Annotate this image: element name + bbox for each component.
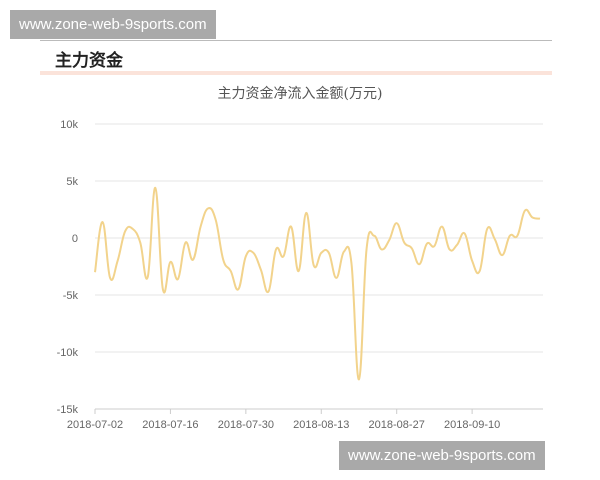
y-tick-label: 5k	[66, 176, 78, 188]
y-tick-label: -5k	[63, 290, 79, 302]
x-tick-label: 2018-08-13	[293, 419, 349, 431]
x-tick-label: 2018-08-27	[369, 419, 425, 431]
watermark-bottom: www.zone-web-9sports.com	[339, 441, 545, 470]
y-tick-label: -15k	[57, 404, 79, 416]
x-tick-label: 2018-07-16	[142, 419, 198, 431]
watermark-top: www.zone-web-9sports.com	[10, 10, 216, 39]
y-tick-label: -10k	[57, 347, 79, 359]
x-tick-label: 2018-07-02	[67, 419, 123, 431]
divider	[40, 40, 552, 41]
section-underline	[40, 71, 552, 75]
series-line	[94, 186, 541, 381]
section-title: 主力资金	[55, 51, 123, 71]
chart-title: 主力资金净流入金额(万元)	[218, 86, 383, 102]
y-tick-label: 0	[72, 233, 78, 245]
x-tick-label: 2018-07-30	[218, 419, 274, 431]
x-tick-label: 2018-09-10	[444, 419, 500, 431]
y-tick-label: 10k	[60, 119, 78, 131]
